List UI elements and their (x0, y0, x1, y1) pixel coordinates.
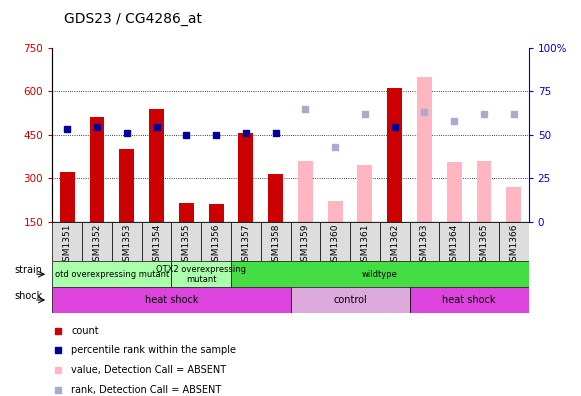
Text: GSM1366: GSM1366 (510, 224, 518, 267)
FancyBboxPatch shape (82, 222, 112, 261)
FancyBboxPatch shape (261, 222, 290, 261)
FancyBboxPatch shape (52, 222, 82, 261)
Bar (119, 149, 134, 222)
Bar (149, 109, 164, 222)
Bar (89, 117, 105, 222)
Text: shock: shock (15, 291, 43, 301)
Bar (179, 203, 193, 222)
Text: OTX2 overexpressing
mutant: OTX2 overexpressing mutant (156, 265, 246, 284)
FancyBboxPatch shape (469, 222, 499, 261)
Text: GDS23 / CG4286_at: GDS23 / CG4286_at (64, 12, 202, 26)
Bar (60, 172, 74, 222)
Bar (231, 261, 529, 287)
FancyBboxPatch shape (439, 222, 469, 261)
FancyBboxPatch shape (112, 222, 142, 261)
Text: GSM1360: GSM1360 (331, 224, 340, 267)
FancyBboxPatch shape (231, 222, 261, 261)
Text: GSM1359: GSM1359 (301, 224, 310, 267)
Bar (238, 133, 253, 222)
FancyBboxPatch shape (380, 222, 410, 261)
Bar (410, 287, 529, 313)
Text: GSM1361: GSM1361 (360, 224, 370, 267)
Bar (507, 187, 521, 222)
Text: GSM1351: GSM1351 (63, 224, 71, 267)
Text: GSM1357: GSM1357 (241, 224, 250, 267)
FancyBboxPatch shape (320, 222, 350, 261)
Bar (388, 88, 402, 222)
Bar (209, 204, 224, 222)
Text: GSM1362: GSM1362 (390, 224, 399, 267)
Bar (298, 161, 313, 222)
FancyBboxPatch shape (499, 222, 529, 261)
Text: GSM1356: GSM1356 (211, 224, 221, 267)
Bar (268, 174, 283, 222)
Text: strain: strain (15, 265, 43, 275)
FancyBboxPatch shape (171, 222, 201, 261)
Text: heat shock: heat shock (442, 295, 496, 305)
Text: GSM1352: GSM1352 (92, 224, 102, 267)
Bar (447, 162, 462, 222)
Text: GSM1354: GSM1354 (152, 224, 161, 267)
Text: wildtype: wildtype (362, 270, 398, 279)
Text: count: count (71, 326, 99, 336)
Text: rank, Detection Call = ABSENT: rank, Detection Call = ABSENT (71, 385, 221, 395)
Text: value, Detection Call = ABSENT: value, Detection Call = ABSENT (71, 365, 227, 375)
Bar (328, 202, 343, 222)
Text: GSM1365: GSM1365 (479, 224, 489, 267)
Bar (171, 261, 231, 287)
Text: control: control (333, 295, 367, 305)
Bar (357, 165, 372, 222)
Bar (52, 261, 171, 287)
FancyBboxPatch shape (410, 222, 439, 261)
Bar (417, 76, 432, 222)
Text: heat shock: heat shock (145, 295, 198, 305)
Text: GSM1358: GSM1358 (271, 224, 280, 267)
FancyBboxPatch shape (201, 222, 231, 261)
FancyBboxPatch shape (350, 222, 380, 261)
Bar (476, 161, 492, 222)
Text: otd overexpressing mutant: otd overexpressing mutant (55, 270, 169, 279)
FancyBboxPatch shape (290, 222, 320, 261)
Bar (52, 287, 290, 313)
Text: GSM1355: GSM1355 (182, 224, 191, 267)
Text: percentile rank within the sample: percentile rank within the sample (71, 345, 236, 356)
Text: GSM1353: GSM1353 (122, 224, 131, 267)
Text: GSM1363: GSM1363 (420, 224, 429, 267)
FancyBboxPatch shape (142, 222, 171, 261)
Text: GSM1364: GSM1364 (450, 224, 459, 267)
Bar (290, 287, 410, 313)
